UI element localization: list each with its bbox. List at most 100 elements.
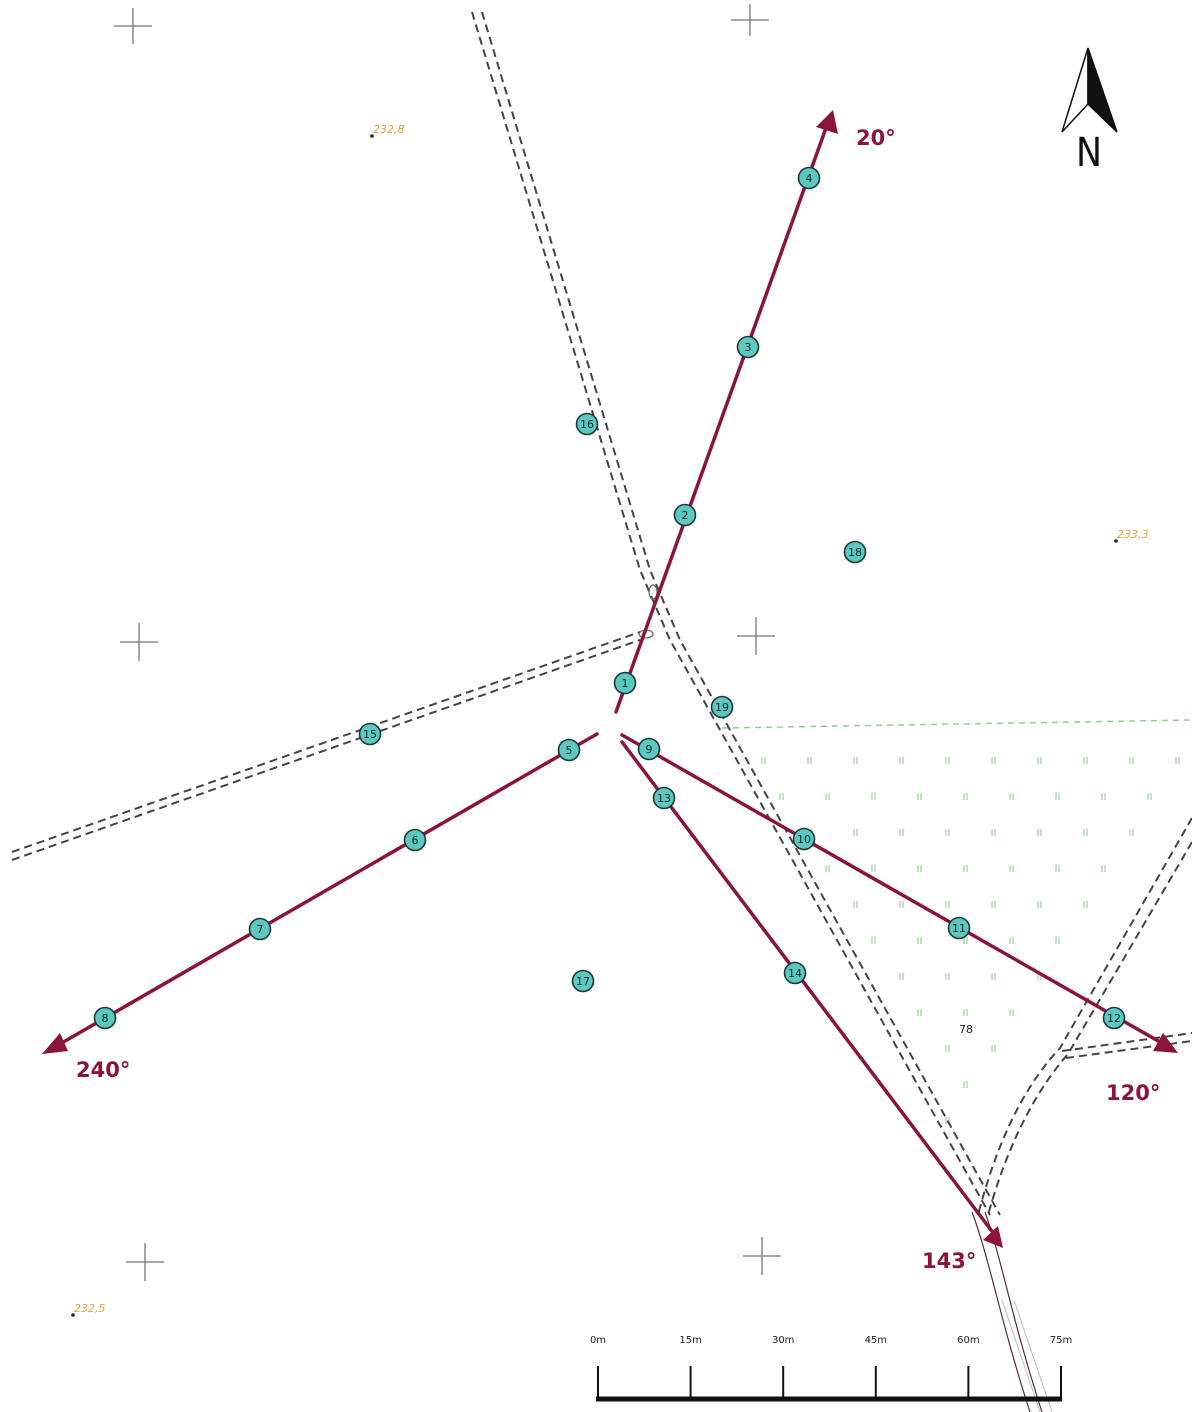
survey-point: 4 <box>797 166 821 190</box>
survey-point: 16 <box>575 412 599 436</box>
meadow-mark <box>1101 793 1106 800</box>
meadow-mark <box>1147 793 1152 800</box>
meadow-mark <box>853 829 858 836</box>
junction-marks <box>638 584 658 639</box>
meadow-mark <box>871 793 876 800</box>
survey-point: 2 <box>673 503 697 527</box>
roads <box>11 11 1192 1216</box>
bearing-lines <box>58 126 1162 1236</box>
meadow-mark <box>1037 901 1042 908</box>
survey-point: 13 <box>652 786 676 810</box>
meadow-mark <box>917 793 922 800</box>
meadow-mark <box>899 973 904 980</box>
survey-point-label: 3 <box>745 341 752 354</box>
survey-point-marker <box>710 695 734 719</box>
survey-point-label: 19 <box>715 701 729 714</box>
meadow-mark <box>945 901 950 908</box>
scale-label: 75m <box>1050 1335 1072 1346</box>
meadow-mark <box>1055 865 1060 872</box>
meadow-mark <box>825 793 830 800</box>
survey-point-label: 8 <box>102 1012 109 1025</box>
survey-point-marker <box>637 737 661 761</box>
scale-label: 15m <box>679 1335 701 1346</box>
meadow-mark <box>991 901 996 908</box>
survey-point: 14 <box>783 961 807 985</box>
bearing-line-240 <box>58 732 599 1046</box>
survey-point: 3 <box>736 335 760 359</box>
survey-point-label: 10 <box>797 833 811 846</box>
bearing-arrowheads <box>42 110 1178 1248</box>
survey-point-marker <box>792 827 816 851</box>
meadow-mark <box>1083 757 1088 764</box>
elevation-dot <box>71 1313 75 1317</box>
meadow-mark <box>991 973 996 980</box>
elevation-dot <box>1114 539 1118 543</box>
meadow-mark <box>1037 829 1042 836</box>
north-arrow: N <box>1061 47 1118 176</box>
survey-point-label: 11 <box>952 922 966 935</box>
elevation-label: 233,3 <box>1117 528 1149 541</box>
survey-point-marker <box>783 961 807 985</box>
meadow-mark <box>871 865 876 872</box>
survey-point-label: 18 <box>848 546 862 559</box>
meadow-mark <box>1009 937 1014 944</box>
meadow-mark <box>945 973 950 980</box>
meadow-mark <box>917 865 922 872</box>
meadow-mark <box>1129 757 1134 764</box>
survey-point-marker <box>1102 1006 1126 1030</box>
grid-crosses <box>114 4 781 1281</box>
meadow-mark <box>1175 757 1180 764</box>
meadow-mark <box>1083 901 1088 908</box>
survey-point: 11 <box>947 916 971 940</box>
bearing-line-143 <box>620 740 996 1236</box>
scale-label: 60m <box>957 1335 979 1346</box>
survey-point: 9 <box>637 737 661 761</box>
meadow-mark <box>807 757 812 764</box>
arrowhead-120 <box>1153 1033 1178 1053</box>
meadow-mark <box>1083 829 1088 836</box>
meadow-mark <box>825 865 830 872</box>
meadow-mark <box>779 793 784 800</box>
north-arrow-left-icon <box>1061 47 1089 133</box>
survey-point-marker <box>797 166 821 190</box>
arrowhead-20 <box>816 110 838 134</box>
meadow-mark <box>945 1045 950 1052</box>
bearing-line-20 <box>614 126 828 714</box>
meadow-mark <box>991 829 996 836</box>
survey-point-marker <box>843 540 867 564</box>
survey-point-marker <box>557 738 581 762</box>
survey-point: 10 <box>792 827 816 851</box>
survey-point-marker <box>575 412 599 436</box>
survey-point: 8 <box>93 1006 117 1030</box>
road-continuation <box>971 1211 1053 1412</box>
meadow-mark <box>917 1009 922 1016</box>
survey-point-label: 16 <box>580 418 594 431</box>
meadow-mark <box>1055 793 1060 800</box>
meadow-mark <box>899 757 904 764</box>
north-arrow-right-icon <box>1087 47 1118 133</box>
meadow-mark <box>945 829 950 836</box>
elevation-points: 232,8 233,3 232,5 <box>71 123 1149 1317</box>
survey-point-label: 1 <box>622 677 629 690</box>
survey-point: 19 <box>710 695 734 719</box>
meadow-mark <box>963 793 968 800</box>
scale-label: 30m <box>772 1335 794 1346</box>
bearing-label-20: 20° <box>856 126 896 150</box>
meadow-mark <box>991 757 996 764</box>
scale-label: 45m <box>865 1335 887 1346</box>
elevation-dot <box>370 134 374 138</box>
survey-point: 5 <box>557 738 581 762</box>
arrowhead-240 <box>42 1033 68 1054</box>
survey-point-label: 9 <box>646 743 653 756</box>
meadow-mark <box>1101 865 1106 872</box>
arrowhead-143 <box>983 1226 1003 1248</box>
survey-point-label: 5 <box>566 744 573 757</box>
survey-point: 6 <box>403 828 427 852</box>
survey-point: 7 <box>248 917 272 941</box>
meadow-mark <box>963 865 968 872</box>
scale-label: 0m <box>590 1335 606 1346</box>
scale-bar: 0m 15m 30m 45m 60m 75m <box>590 1335 1072 1402</box>
survey-point-marker <box>673 503 697 527</box>
meadow-mark <box>1009 865 1014 872</box>
survey-point-label: 2 <box>682 509 689 522</box>
